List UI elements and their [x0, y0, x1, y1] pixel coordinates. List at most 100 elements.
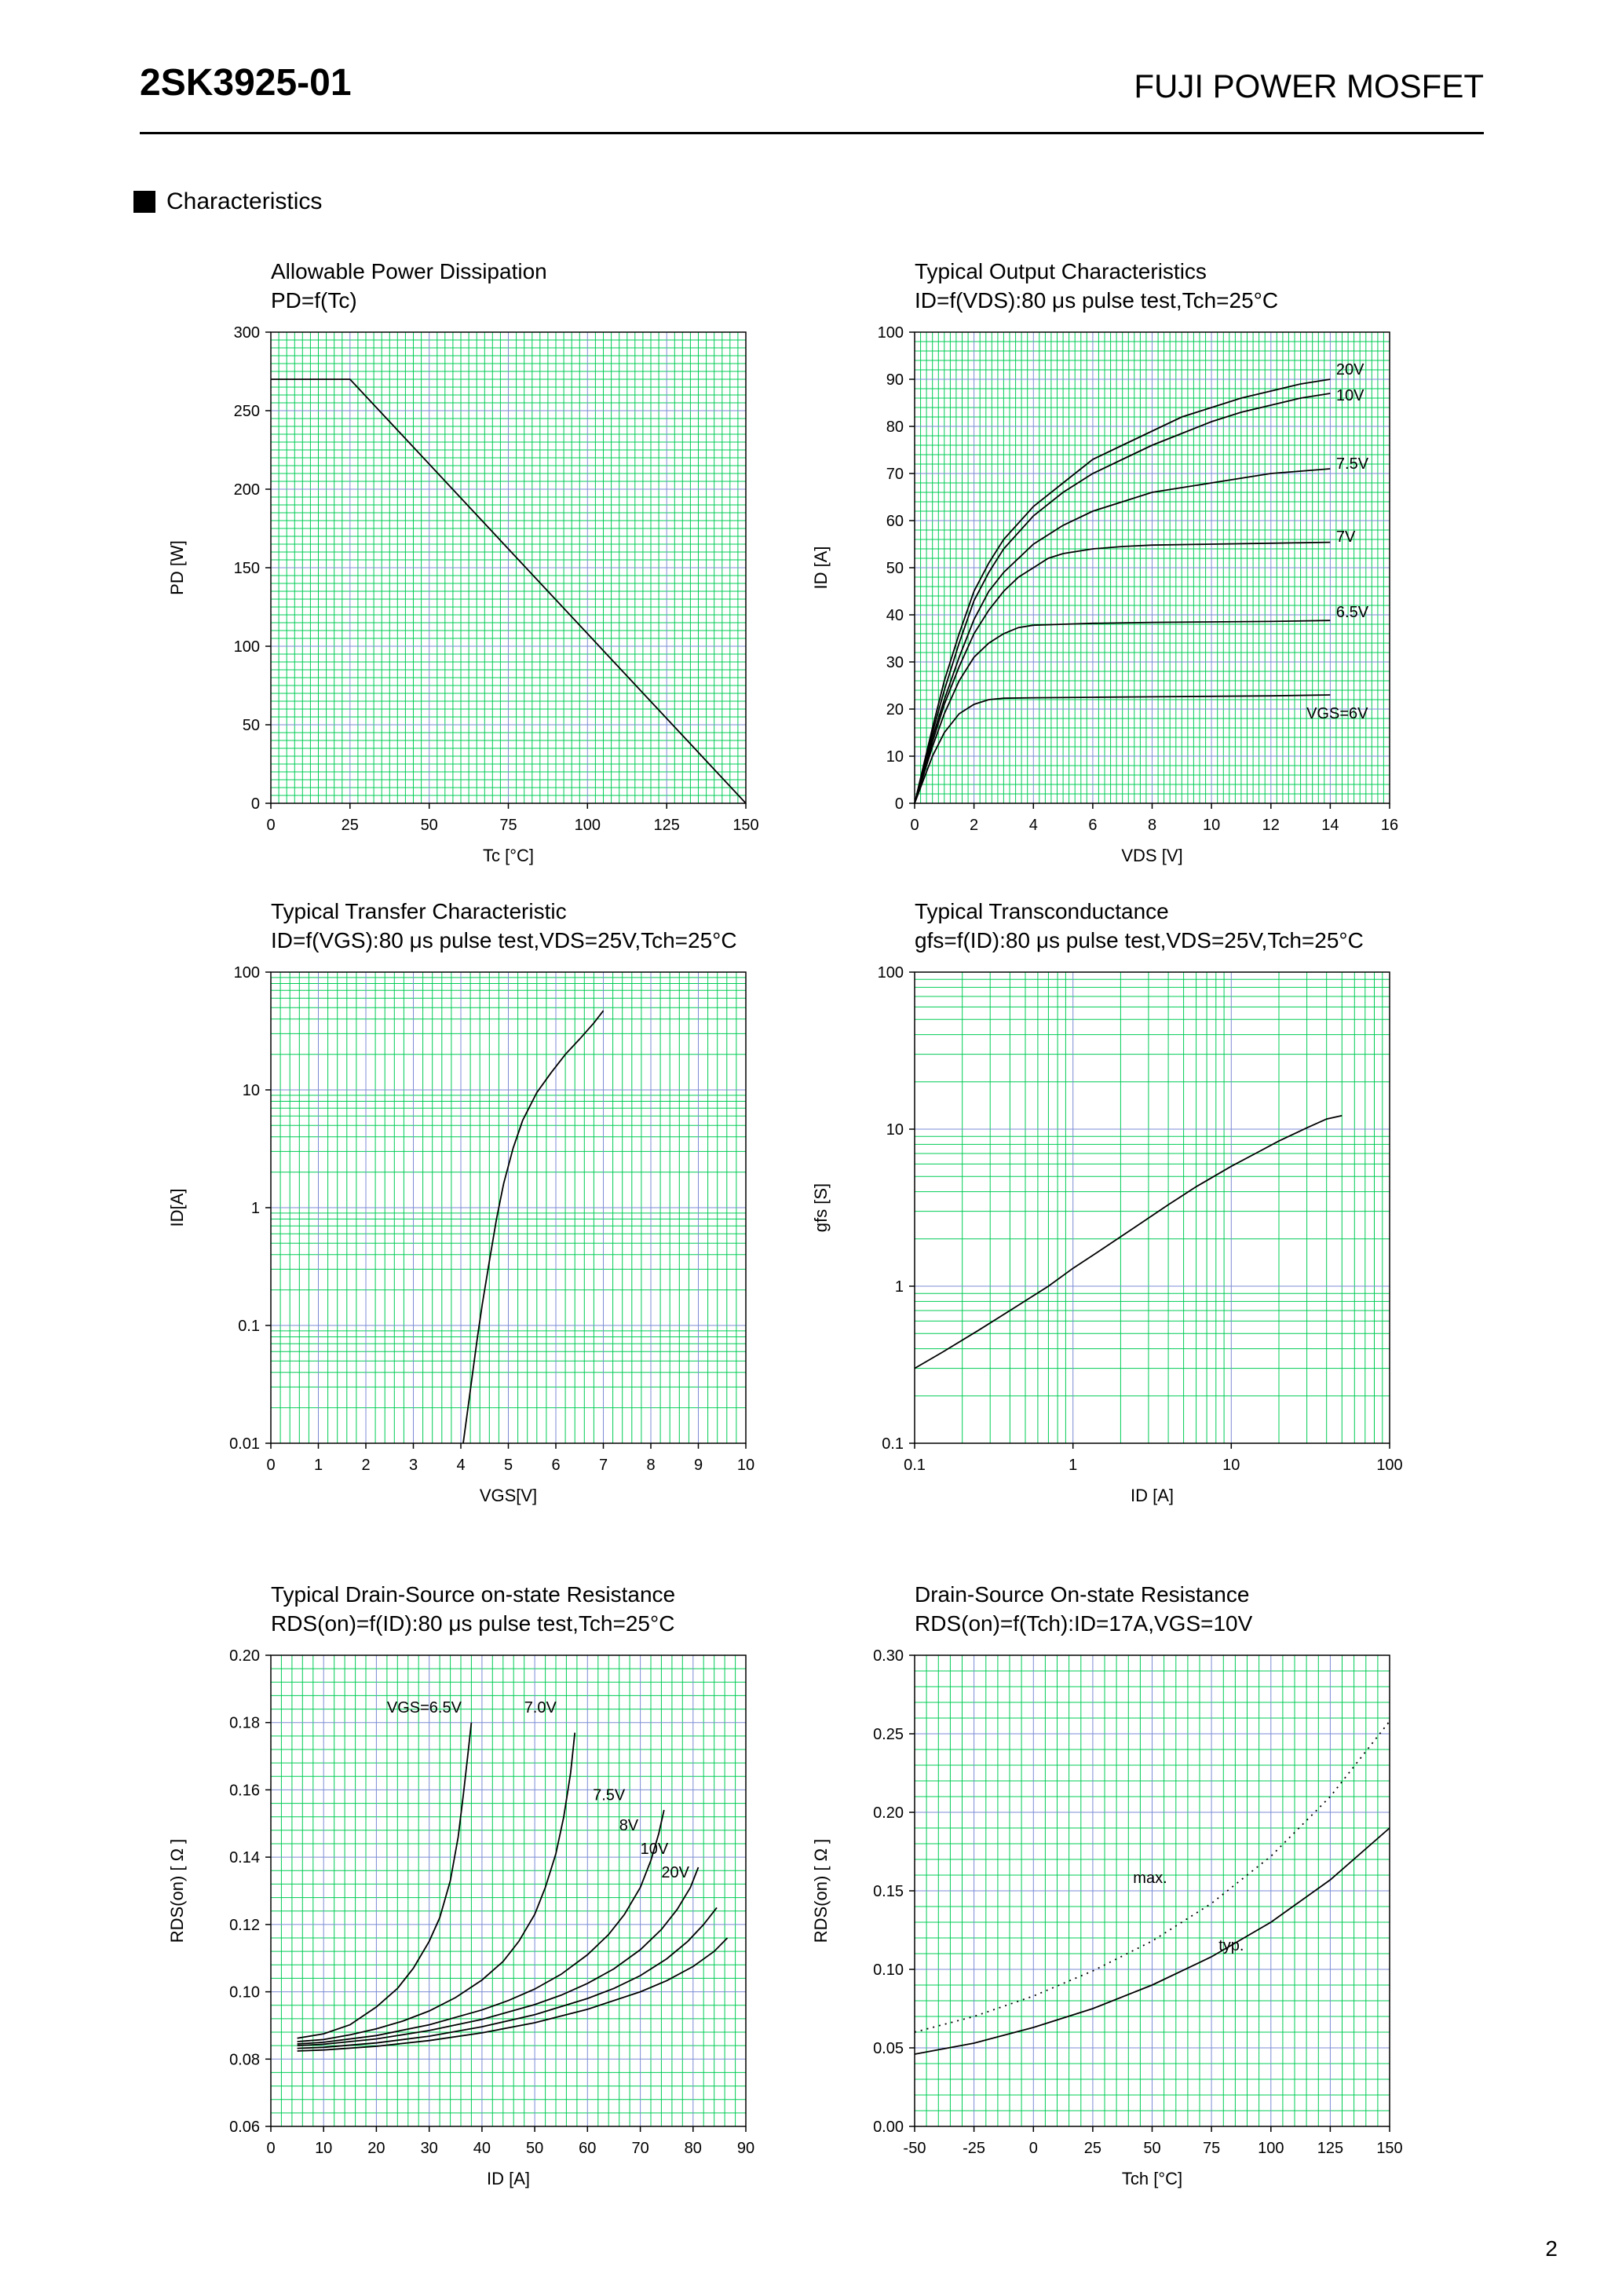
y-tick-label: 0.18	[229, 1715, 260, 1732]
y-tick-label: 0.20	[229, 1647, 260, 1665]
x-tick-label: 70	[631, 2140, 648, 2157]
x-tick-label: 50	[526, 2140, 543, 2157]
section-header: Characteristics	[133, 188, 322, 215]
grid-major-layer	[915, 1655, 1390, 2126]
x-tick-label: 30	[421, 2140, 438, 2157]
y-tick-label: 100	[234, 964, 260, 982]
y-tick-label: 0.08	[229, 2051, 260, 2068]
curve-annotation: 20V	[1336, 361, 1364, 378]
series-layer	[914, 378, 1331, 804]
chart-title: Typical Transfer Characteristic	[271, 899, 567, 923]
y-tick-label: 60	[886, 513, 904, 530]
grid-major-layer	[915, 972, 1390, 1443]
y-tick-label: 10	[886, 748, 904, 766]
chart-rdson-vs-tch: Drain-Source On-state Resistance RDS(on)…	[777, 1582, 1421, 2203]
x-tick-label: 25	[1084, 2140, 1101, 2157]
chart-subtitle: gfs=f(ID):80 μs pulse test,VDS=25V,Tch=2…	[915, 928, 1364, 952]
axis-layer: 0 25 50 75 100 125 150 0 50 100 150 200 250 300 Tc [°C…	[167, 324, 759, 865]
x-tick-label: -50	[904, 2140, 926, 2157]
curve-annotation: typ.	[1218, 1937, 1244, 1954]
chart-subtitle: ID=f(VDS):80 μs pulse test,Tch=25°C	[915, 288, 1279, 313]
x-tick-label: 90	[737, 2140, 754, 2157]
series-curve	[914, 1114, 1343, 1369]
y-tick-label: 0.20	[873, 1804, 904, 1822]
y-tick-label: 0.30	[873, 1647, 904, 1665]
curve-annotation: 7V	[1336, 528, 1356, 546]
x-tick-label: 10	[315, 2140, 332, 2157]
x-tick-label: 0	[910, 817, 919, 834]
x-tick-label: 0	[1029, 2140, 1038, 2157]
section-title: Characteristics	[166, 188, 323, 214]
grid-minor-layer	[271, 1655, 746, 2126]
x-tick-label: 20	[367, 2140, 385, 2157]
grid-major-layer	[271, 332, 746, 803]
y-axis-label: RDS(on) [ Ω ]	[167, 1839, 187, 1943]
annotation-layer: 20V 10V 7.5V 7V 6.5V VGS=6V	[1306, 361, 1369, 722]
axis-layer: 0 2 4 6 8 10 12 14 16 0 10 20 30 40 50 60 70 80 90 100 VDS […	[811, 324, 1398, 865]
y-axis-label: ID[A]	[167, 1189, 187, 1227]
brand-title: FUJI POWER MOSFET	[1134, 68, 1484, 104]
series-curve	[462, 1010, 605, 1444]
chart-title: Typical Output Characteristics	[915, 259, 1207, 283]
y-tick-label: 10	[243, 1082, 260, 1099]
x-tick-label: 25	[342, 817, 359, 834]
y-axis-label: RDS(on) [ Ω ]	[811, 1839, 831, 1943]
x-tick-label: 7	[599, 1457, 608, 1474]
y-tick-label: 0.01	[229, 1435, 260, 1453]
y-tick-label: 0.00	[873, 2119, 904, 2136]
x-axis-label: VDS [V]	[1121, 846, 1182, 865]
x-tick-label: 1	[1069, 1457, 1077, 1474]
chart-canvas-rdson-vs-tch: -50 -25 0 25 50 75 100 125 150 0.00 0.05 0.10 0.15 0.…	[811, 1647, 1403, 2188]
y-tick-label: 0	[895, 795, 904, 813]
series-curve	[914, 1827, 1390, 2055]
y-tick-label: 10	[886, 1121, 904, 1139]
curve-annotation: 10V	[641, 1841, 669, 1858]
curve-annotation: 20V	[661, 1864, 689, 1881]
x-tick-label: 8	[1148, 817, 1156, 834]
x-tick-label: 80	[685, 2140, 702, 2157]
x-tick-label: 0	[266, 2140, 275, 2157]
y-tick-label: 0.15	[873, 1883, 904, 1900]
series-curve	[914, 393, 1331, 804]
y-tick-label: 50	[886, 560, 904, 577]
x-axis-label: Tc [°C]	[483, 846, 534, 865]
curve-annotation: 7.0V	[524, 1699, 557, 1717]
curve-annotation: 10V	[1336, 387, 1364, 404]
y-tick-label: 0	[251, 795, 260, 813]
chart-transconductance: Typical Transconductance gfs=f(ID):80 μs…	[777, 899, 1421, 1519]
section-marker-icon	[133, 191, 155, 213]
x-tick-label: 0	[266, 817, 275, 834]
y-axis-label: gfs [S]	[811, 1183, 831, 1232]
series-curve	[914, 694, 1331, 804]
x-tick-label: 4	[456, 1457, 465, 1474]
y-axis-label: ID [A]	[811, 546, 831, 589]
series-curve	[914, 541, 1331, 804]
series-curve	[914, 1720, 1390, 2033]
grid-major-layer	[271, 972, 746, 1443]
chart-title: Allowable Power Dissipation	[271, 259, 547, 283]
x-tick-label: 1	[314, 1457, 323, 1474]
y-tick-label: 90	[886, 371, 904, 389]
chart-canvas-rdson-vs-id: 0 10 20 30 40 50 60 70 80 90 0.06 0.08 0.10 0.12 0.14 0…	[167, 1647, 754, 2188]
x-tick-label: 2	[970, 817, 978, 834]
x-tick-label: 75	[1203, 2140, 1220, 2157]
y-tick-label: 100	[878, 324, 904, 342]
chart-rdson-vs-id: Typical Drain-Source on-state Resistance…	[133, 1582, 777, 2203]
chart-canvas-output-characteristics: 0 2 4 6 8 10 12 14 16 0 10 20 30 40 50 60 70 80 90 100 VDS […	[811, 324, 1398, 865]
axis-layer: 0.1 1 10 100 0.1 1 10 100 ID [A] gfs [S]	[811, 964, 1403, 1505]
chart-allowable-power-dissipation: Allowable Power Dissipation PD=f(Tc) 0 25…	[133, 259, 777, 879]
axis-layer: 0 1 2 3 4 5 6 7 8 9 10 0.01 0.1 1 10 100 VGS[V] ID[A]	[167, 964, 754, 1505]
curve-annotation: 7.5V	[593, 1786, 626, 1804]
frame-layer	[270, 1654, 747, 2127]
x-tick-label: 9	[694, 1457, 703, 1474]
x-axis-label: ID [A]	[1131, 1486, 1174, 1505]
axis-layer: -50 -25 0 25 50 75 100 125 150 0.00 0.05 0.10 0.15 0.…	[811, 1647, 1403, 2188]
x-tick-label: 125	[1317, 2140, 1343, 2157]
axis-layer: 0 10 20 30 40 50 60 70 80 90 0.06 0.08 0.10 0.12 0.14 0…	[167, 1647, 754, 2188]
y-tick-label: 80	[886, 419, 904, 436]
chart-subtitle: RDS(on)=f(Tch):ID=17A,VGS=10V	[915, 1611, 1253, 1636]
y-tick-label: 200	[234, 481, 260, 499]
y-tick-label: 50	[243, 717, 260, 734]
curve-annotation: 6.5V	[1336, 604, 1369, 621]
